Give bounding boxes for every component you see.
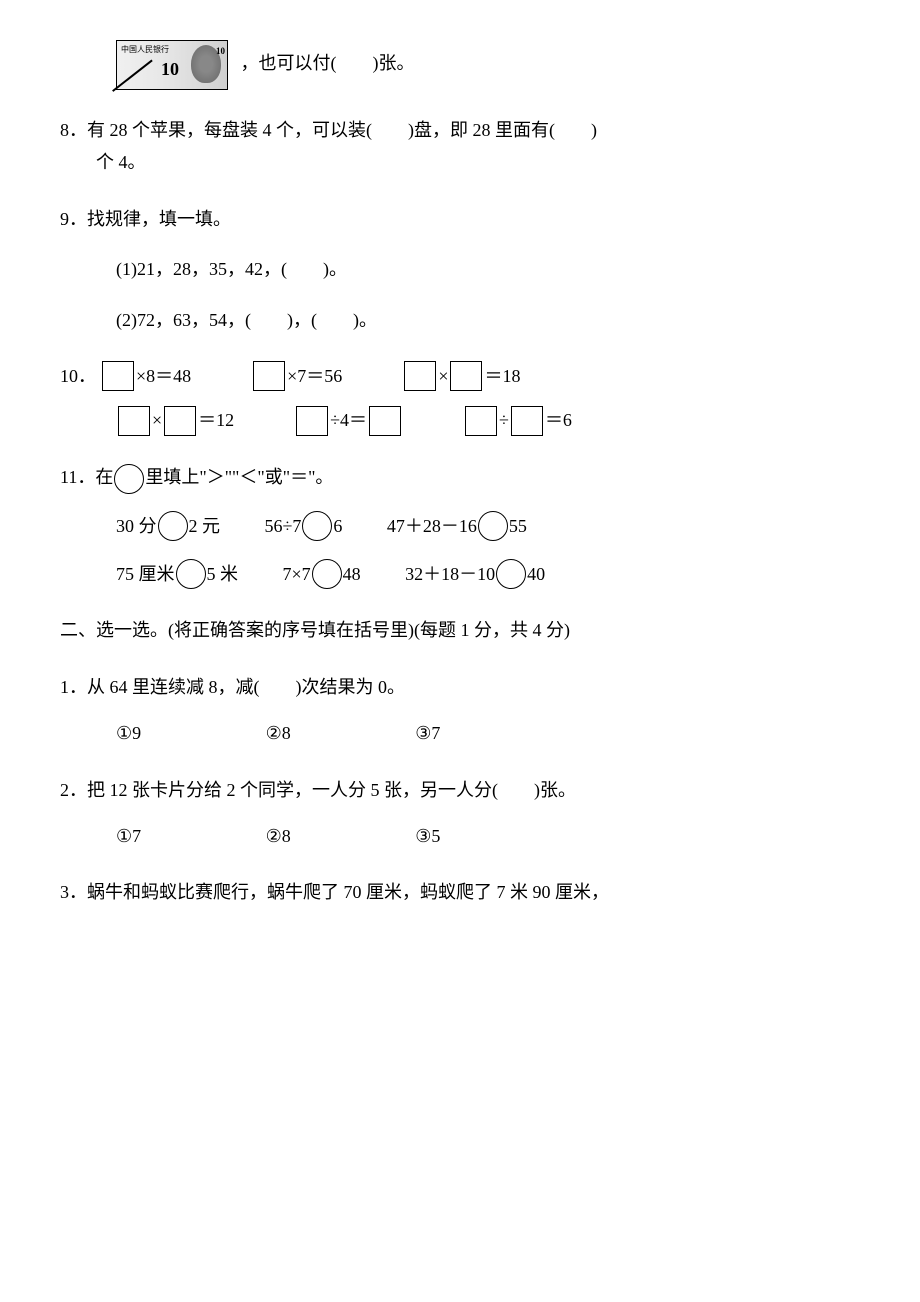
blank-box: [118, 406, 150, 436]
q11-1c-left: 47＋28－16: [387, 510, 477, 542]
q11-2c-right: 40: [527, 558, 545, 590]
s2q2-choices: ①7 ②8 ③5: [116, 820, 860, 852]
question-8: 8．有 28 个苹果，每盘装 4 个，可以装( )盘，即 28 里面有( ) 个…: [60, 114, 860, 179]
q10-eq-2b: ÷4＝: [294, 404, 403, 436]
q11-row1: 30 分 2 元 56÷7 6 47＋28－16 55: [116, 510, 860, 542]
q10-eq-1c: × ＝18: [402, 360, 520, 392]
q10-2c-after: ＝6: [545, 404, 572, 436]
q10-1b-after: ×7＝56: [287, 360, 342, 392]
q11-header: 11．在 里填上"＞""＜"或"＝"。: [60, 461, 860, 494]
q11-number: 11．: [60, 467, 95, 487]
q9-sub2: (2)72，63，54，( )，( )。: [116, 304, 860, 336]
s2q1-choices: ①9 ②8 ③7: [116, 717, 860, 749]
q11-1b-right: 6: [333, 510, 342, 542]
s2q1-choice-2: ②8: [266, 717, 291, 749]
q10-1c-after: ＝18: [484, 360, 520, 392]
s2q1-text: 从 64 里连续减 8，减( )次结果为 0。: [87, 677, 405, 697]
blank-circle: [176, 559, 206, 589]
q10-2c-mid: ÷: [499, 404, 509, 436]
section2-question-3: 3．蜗牛和蚂蚁比赛爬行，蜗牛爬了 70 厘米，蚂蚁爬了 7 米 90 厘米，: [60, 876, 860, 908]
q11-2b-right: 48: [343, 558, 361, 590]
blank-circle: [312, 559, 342, 589]
blank-box: [369, 406, 401, 436]
q11-1c-right: 55: [509, 510, 527, 542]
q7-text-after: ，也可以付( )张。: [241, 53, 415, 73]
section2-question-2: 2．把 12 张卡片分给 2 个同学，一人分 5 张，另一人分( )张。 ①7 …: [60, 774, 860, 853]
q7-line: 中国人民银行 10 10 ，也可以付( )张。: [116, 40, 860, 90]
q11-2a: 75 厘米 5 米: [116, 558, 238, 590]
s2q2-choice-2: ②8: [266, 820, 291, 852]
s2q2-text: 把 12 张卡片分给 2 个同学，一人分 5 张，另一人分( )张。: [87, 780, 576, 800]
blank-box: [102, 361, 134, 391]
q10-2a-after: ＝12: [198, 404, 234, 436]
q8-text1: 有 28 个苹果，每盘装 4 个，可以装( )盘，即 28 里面有( ): [87, 120, 597, 140]
q9-title: 找规律，填一填。: [87, 209, 231, 229]
blank-circle: [158, 511, 188, 541]
s2q2-choice-1: ①7: [116, 820, 141, 852]
s2q2-number: 2．: [60, 780, 87, 800]
q10-eq-1a: ×8＝48: [100, 360, 191, 392]
banknote-diagonal: [112, 59, 152, 91]
blank-box: [511, 406, 543, 436]
q11-1a: 30 分 2 元: [116, 510, 220, 542]
blank-circle: [496, 559, 526, 589]
blank-box: [164, 406, 196, 436]
section2-question-1: 1．从 64 里连续减 8，减( )次结果为 0。 ①9 ②8 ③7: [60, 671, 860, 750]
q10-2b-after: ÷4＝: [330, 404, 367, 436]
q11-2b: 7×7 48: [283, 558, 361, 590]
blank-box: [465, 406, 497, 436]
question-11: 11．在 里填上"＞""＜"或"＝"。 30 分 2 元 56÷7 6 47＋28－1…: [60, 461, 860, 591]
blank-circle: [114, 464, 144, 494]
q9-sub1: (1)21，28，35，42，( )。: [116, 253, 860, 285]
q11-title-before: 在: [95, 467, 113, 487]
blank-circle: [302, 511, 332, 541]
banknote-corner: 10: [216, 43, 225, 59]
q11-1b: 56÷7 6: [265, 510, 343, 542]
s2q1-choice-1: ①9: [116, 717, 141, 749]
q11-2c: 32＋18－10 40: [405, 558, 545, 590]
blank-box: [253, 361, 285, 391]
s2q1-choice-3: ③7: [415, 717, 440, 749]
s2q3-line: 3．蜗牛和蚂蚁比赛爬行，蜗牛爬了 70 厘米，蚂蚁爬了 7 米 90 厘米，: [60, 876, 860, 908]
s2q1-number: 1．: [60, 677, 87, 697]
s2q3-text: 蜗牛和蚂蚁比赛爬行，蜗牛爬了 70 厘米，蚂蚁爬了 7 米 90 厘米，: [87, 882, 609, 902]
q8-line2: 个 4。: [96, 146, 860, 178]
section-2-header: 二、选一选。(将正确答案的序号填在括号里)(每题 1 分，共 4 分): [60, 614, 860, 646]
s2q2-choice-3: ③5: [415, 820, 440, 852]
q9-number: 9．: [60, 209, 87, 229]
q11-title-after: 里填上"＞""＜"或"＝"。: [145, 467, 333, 487]
question-9: 9．找规律，填一填。 (1)21，28，35，42，( )。 (2)72，63，…: [60, 203, 860, 336]
blank-circle: [478, 511, 508, 541]
blank-box: [296, 406, 328, 436]
q10-number: 10．: [60, 360, 96, 392]
question-10: 10． ×8＝48 ×7＝56 × ＝18 × ＝12 ÷4＝ ÷ ＝6: [60, 360, 860, 437]
q10-2a-mid: ×: [152, 404, 162, 436]
q11-2c-left: 32＋18－10: [405, 558, 495, 590]
q11-1c: 47＋28－16 55: [387, 510, 527, 542]
question-7-tail: 中国人民银行 10 10 ，也可以付( )张。: [60, 40, 860, 90]
q11-row2: 75 厘米 5 米 7×7 48 32＋18－10 40: [116, 558, 860, 590]
q9-header: 9．找规律，填一填。: [60, 203, 860, 235]
q11-2a-left: 75 厘米: [116, 558, 175, 590]
q8-number: 8．: [60, 120, 87, 140]
q11-2b-left: 7×7: [283, 558, 311, 590]
blank-box: [404, 361, 436, 391]
banknote-denomination: 10: [161, 53, 179, 85]
q10-1c-mid: ×: [438, 360, 448, 392]
banknote-10-yuan: 中国人民银行 10 10: [116, 40, 228, 90]
q8-line1: 8．有 28 个苹果，每盘装 4 个，可以装( )盘，即 28 里面有( ): [60, 114, 860, 146]
s2q3-number: 3．: [60, 882, 87, 902]
s2q1-line: 1．从 64 里连续减 8，减( )次结果为 0。: [60, 671, 860, 703]
s2q2-line: 2．把 12 张卡片分给 2 个同学，一人分 5 张，另一人分( )张。: [60, 774, 860, 806]
q10-eq-2c: ÷ ＝6: [463, 404, 572, 436]
blank-box: [450, 361, 482, 391]
q10-eq-1b: ×7＝56: [251, 360, 342, 392]
q11-1b-left: 56÷7: [265, 510, 302, 542]
q10-eq-2a: × ＝12: [116, 404, 234, 436]
q11-1a-right: 2 元: [189, 510, 221, 542]
q11-1a-left: 30 分: [116, 510, 157, 542]
q11-2a-right: 5 米: [207, 558, 239, 590]
q10-1a-after: ×8＝48: [136, 360, 191, 392]
